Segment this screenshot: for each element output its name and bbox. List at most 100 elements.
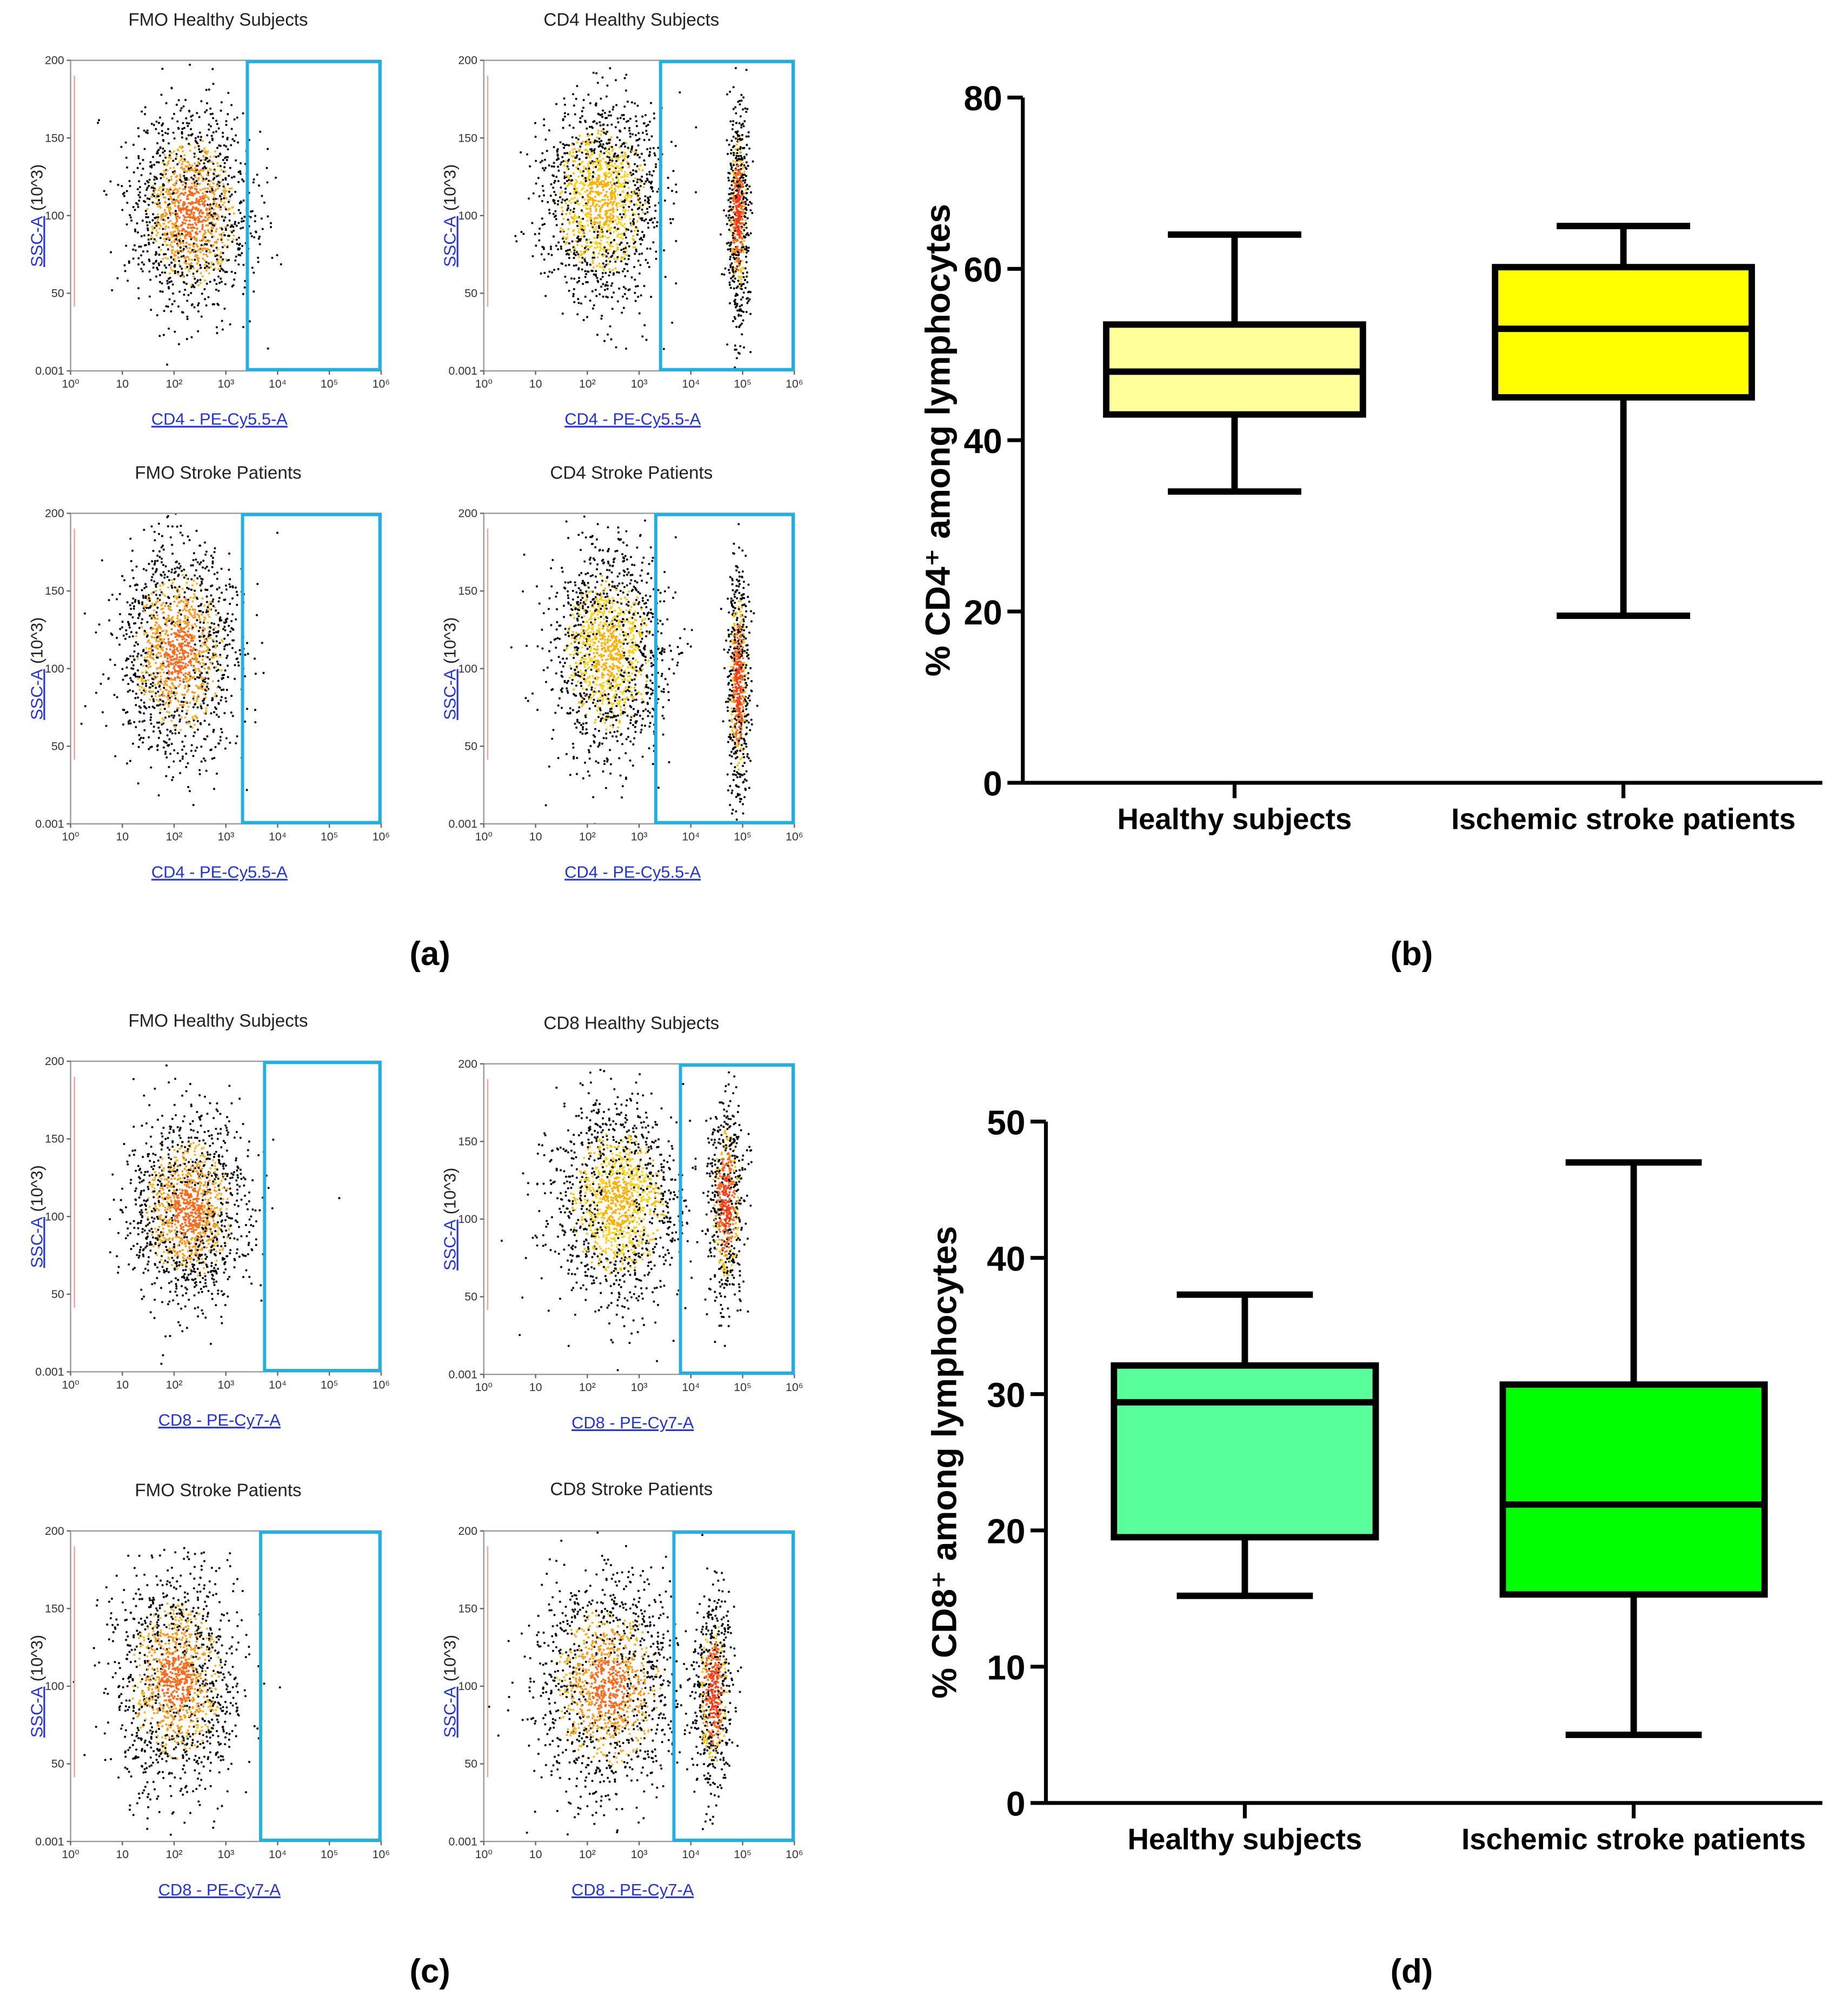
event-dot [747,300,750,303]
event-dot [244,720,247,723]
event-dot [202,188,204,190]
event-dot [167,192,169,195]
event-dot [148,184,150,187]
event-dot [224,225,227,228]
event-dot [172,198,175,201]
event-dot [738,195,741,198]
event-dot [596,164,599,167]
event-dot [174,226,177,229]
event-dot [244,510,247,512]
event-dot [594,196,596,198]
event-dot [581,253,583,256]
event-dot [148,736,150,738]
event-dot [184,160,187,163]
event-dot [187,125,189,128]
event-dot [164,211,167,214]
event-dot [137,746,140,748]
event-dot [740,180,743,183]
event-dot [121,185,123,188]
event-dot [175,238,177,241]
event-dot [215,203,218,206]
event-dot [164,716,167,719]
event-dot [595,270,597,272]
event-dot [596,277,599,280]
event-dot [185,651,188,654]
event-dot [737,351,740,354]
event-dot [603,152,606,155]
event-dot [540,272,542,275]
event-dot [178,611,181,614]
event-dot [607,162,609,165]
event-dot [181,570,183,573]
event-dot [740,314,742,317]
event-dot [183,175,185,177]
event-dot [189,674,191,676]
event-dot [241,252,243,255]
event-dot [731,189,734,191]
event-dot [233,278,236,281]
event-dot [197,136,200,138]
event-dot [98,119,101,122]
event-dot [626,175,629,178]
event-dot [150,123,153,125]
event-dot [219,263,222,265]
event-dot [650,135,653,138]
event-dot [186,300,189,302]
event-dot [602,248,605,251]
event-dot [163,209,166,211]
event-dot [599,121,601,124]
event-dot [163,150,166,152]
event-dot [177,575,180,577]
event-dot [173,189,176,191]
event-dot [180,275,182,277]
event-dot [732,236,735,239]
event-dot [137,205,139,208]
event-dot [215,230,217,233]
event-dot [224,208,227,211]
event-dot [240,220,243,223]
event-dot [179,760,182,762]
event-dot [116,277,119,280]
event-dot [589,102,591,105]
event-dot [742,310,745,313]
event-dot [638,312,641,315]
event-dot [591,260,594,262]
event-dot [547,201,549,203]
event-dot [729,197,732,200]
event-dot [251,267,254,269]
event-dot [188,661,190,663]
event-dot [568,178,570,181]
event-dot [126,202,129,204]
event-dot [182,601,185,603]
event-dot [619,185,622,188]
event-dot [135,641,137,644]
event-dot [630,148,633,151]
event-dot [737,265,740,268]
event-dot [235,255,237,258]
event-dot [187,664,189,667]
event-dot [549,245,552,248]
event-dot [581,161,584,163]
event-dot [623,157,626,159]
event-dot [179,179,182,182]
event-dot [179,618,182,621]
event-dot [623,151,626,154]
event-dot [219,265,222,268]
event-dot [613,195,616,197]
event-dot [188,178,190,181]
event-dot [627,119,630,122]
event-dot [616,228,619,230]
event-dot [140,235,143,237]
event-dot [607,138,610,141]
event-dot [637,132,640,135]
event-dot [181,710,184,713]
event-dot [138,199,141,202]
event-dot [739,305,741,308]
event-dot [199,264,202,267]
event-dot [747,135,750,138]
event-dot [640,294,642,297]
event-dot [178,656,181,658]
event-dot [734,348,736,351]
event-dot [194,608,197,611]
event-dot [188,223,190,226]
